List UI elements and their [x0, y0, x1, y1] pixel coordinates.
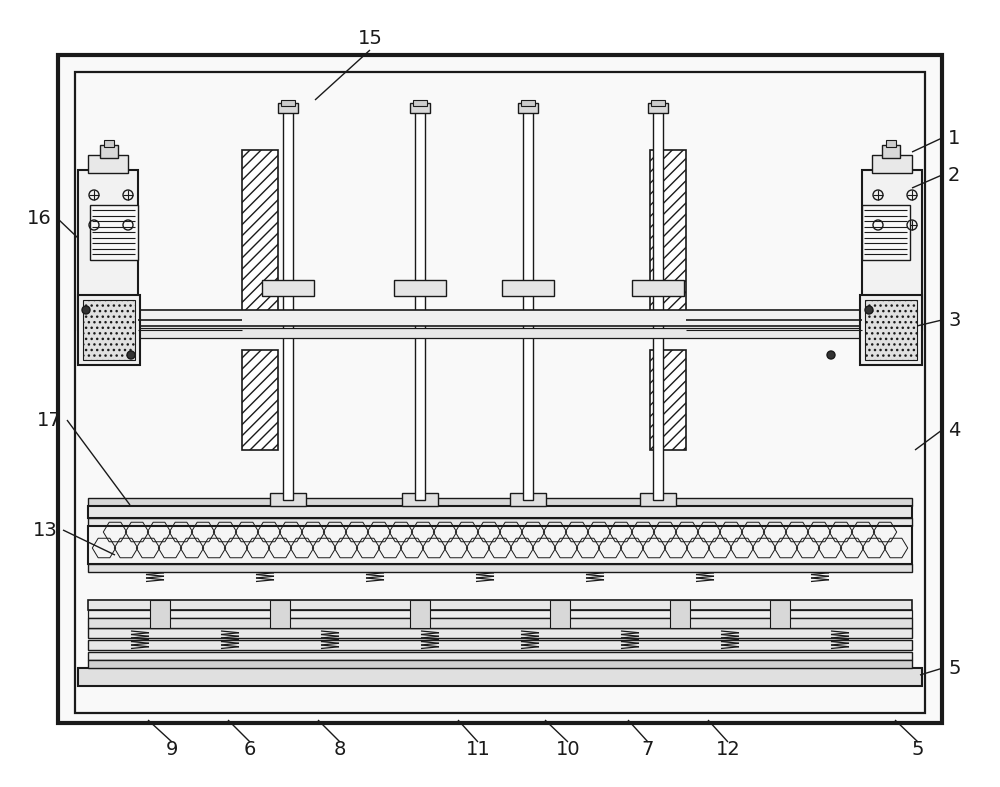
- Bar: [670, 600, 690, 628]
- Text: 12: 12: [716, 740, 740, 759]
- Text: 17: 17: [37, 411, 62, 430]
- Bar: [88, 652, 912, 660]
- Bar: [413, 100, 427, 106]
- Text: 16: 16: [27, 209, 52, 227]
- Bar: [283, 110, 293, 500]
- Bar: [88, 610, 912, 618]
- Text: 2: 2: [948, 165, 960, 184]
- Bar: [88, 564, 912, 572]
- Text: 3: 3: [948, 311, 960, 330]
- Bar: [78, 668, 922, 686]
- Bar: [150, 600, 170, 628]
- Bar: [523, 110, 533, 500]
- Text: 15: 15: [358, 28, 382, 47]
- Bar: [650, 350, 686, 450]
- Bar: [278, 103, 298, 113]
- Text: 1: 1: [948, 128, 960, 147]
- Bar: [270, 493, 306, 506]
- Bar: [394, 280, 446, 296]
- Circle shape: [865, 306, 873, 314]
- Circle shape: [827, 351, 835, 359]
- Text: 9: 9: [166, 740, 178, 759]
- Bar: [862, 170, 922, 330]
- Bar: [78, 295, 140, 365]
- Text: 13: 13: [33, 520, 58, 540]
- Bar: [651, 100, 665, 106]
- Bar: [640, 493, 676, 506]
- Bar: [88, 600, 912, 610]
- Text: 11: 11: [466, 740, 490, 759]
- Bar: [882, 145, 900, 158]
- Bar: [632, 280, 684, 296]
- Bar: [770, 600, 790, 628]
- Bar: [88, 640, 912, 650]
- Bar: [865, 300, 917, 360]
- Text: 10: 10: [556, 740, 580, 759]
- Bar: [862, 205, 910, 260]
- Bar: [886, 140, 896, 147]
- Bar: [242, 150, 278, 320]
- Bar: [90, 205, 138, 260]
- Text: 7: 7: [642, 740, 654, 759]
- Bar: [262, 280, 314, 296]
- Bar: [510, 493, 546, 506]
- Bar: [521, 100, 535, 106]
- Bar: [88, 518, 912, 526]
- Bar: [653, 110, 663, 500]
- Text: 5: 5: [912, 740, 924, 759]
- Bar: [242, 350, 278, 450]
- Bar: [270, 600, 290, 628]
- Bar: [83, 300, 135, 360]
- Text: 8: 8: [334, 740, 346, 759]
- Circle shape: [127, 351, 135, 359]
- Bar: [104, 140, 114, 147]
- Bar: [650, 150, 686, 320]
- Bar: [75, 72, 925, 713]
- Bar: [410, 600, 430, 628]
- Bar: [88, 155, 128, 173]
- Bar: [138, 328, 862, 338]
- Bar: [518, 103, 538, 113]
- Bar: [78, 170, 138, 330]
- Bar: [648, 103, 668, 113]
- Bar: [88, 506, 912, 518]
- Bar: [88, 618, 912, 628]
- Bar: [402, 493, 438, 506]
- Bar: [415, 110, 425, 500]
- Text: 4: 4: [948, 420, 960, 439]
- Bar: [872, 155, 912, 173]
- Bar: [550, 600, 570, 628]
- Text: 6: 6: [244, 740, 256, 759]
- Bar: [410, 103, 430, 113]
- Bar: [88, 628, 912, 638]
- Bar: [502, 280, 554, 296]
- Bar: [58, 55, 942, 723]
- Bar: [860, 295, 922, 365]
- Bar: [88, 498, 912, 506]
- Circle shape: [82, 306, 90, 314]
- Bar: [281, 100, 295, 106]
- Bar: [88, 526, 912, 564]
- Bar: [88, 660, 912, 668]
- Text: 5: 5: [948, 659, 960, 678]
- Bar: [138, 310, 862, 326]
- Bar: [100, 145, 118, 158]
